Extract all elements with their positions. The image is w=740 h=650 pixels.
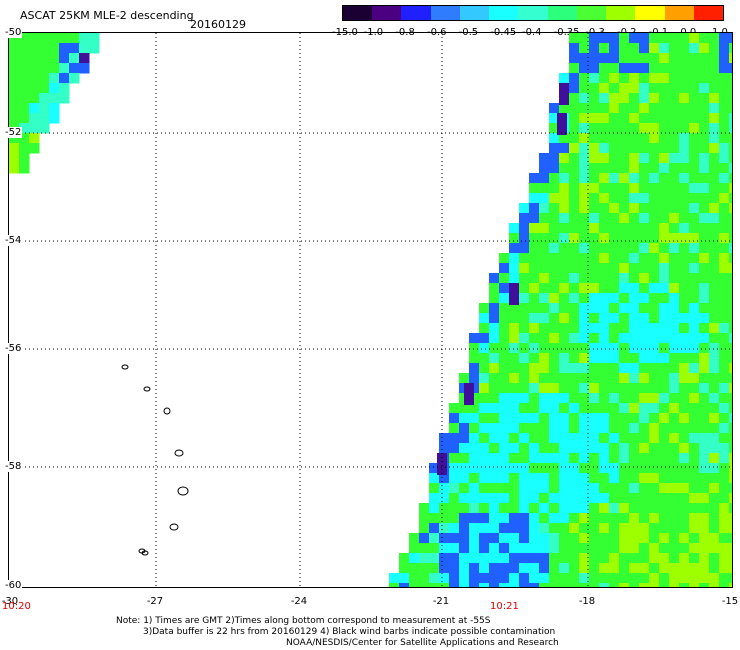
edge-contamination-cell <box>464 383 474 405</box>
island-outline <box>163 407 171 415</box>
edge-contamination-cell <box>557 113 567 135</box>
edge-contamination-cell <box>559 83 569 105</box>
map-panel <box>8 32 733 588</box>
product-title: ASCAT 25KM MLE-2 descending <box>20 9 194 22</box>
color-scale-segment <box>459 6 490 20</box>
island-outline <box>141 550 149 556</box>
lon-label-21: -21 <box>432 596 450 607</box>
color-scale-segment <box>430 6 461 20</box>
island-outline <box>121 364 129 370</box>
notes-block: Note: 1) Times are GMT 2)Times along bot… <box>116 616 559 649</box>
note-line-2: 3)Data buffer is 22 hrs from 20160129 4)… <box>143 627 556 637</box>
product-date: 20160129 <box>190 18 246 31</box>
color-scale-segment <box>401 6 432 20</box>
lat-label-52: -52 <box>4 127 23 138</box>
color-scale-segment <box>664 6 695 20</box>
lat-label-54: -54 <box>4 235 23 246</box>
time-label-start: 10:20 <box>2 601 31 612</box>
island-outline <box>143 386 151 392</box>
island-outline <box>174 449 184 457</box>
color-scale-segment <box>693 6 724 20</box>
color-scale-segment <box>372 6 402 20</box>
note-line-1: Note: 1) Times are GMT 2)Times along bot… <box>116 616 491 626</box>
lon-label-27: -27 <box>146 596 164 607</box>
lat-label-60: -60 <box>4 580 23 591</box>
island-outline <box>169 523 179 531</box>
color-scale-segment <box>547 6 578 20</box>
lon-label-15: -15 <box>721 596 739 607</box>
color-scale-segment <box>635 6 666 20</box>
color-scale-bar <box>342 5 724 21</box>
color-scale-segment <box>576 6 607 20</box>
island-outline <box>177 486 189 496</box>
time-label-mid: 10:21 <box>490 601 519 612</box>
color-scale-segment <box>518 6 549 20</box>
color-scale-segment <box>489 6 519 20</box>
color-scale-segment <box>606 6 636 20</box>
map-canvas <box>9 33 732 587</box>
edge-contamination-cell <box>437 453 447 475</box>
lat-label-58: -58 <box>4 461 23 472</box>
lon-label-24: -24 <box>290 596 308 607</box>
lat-label-50: -50 <box>4 27 23 38</box>
lon-label-18: -18 <box>578 596 596 607</box>
color-scale-segment <box>343 6 373 20</box>
note-line-3: NOAA/NESDIS/Center for Satellite Applica… <box>286 638 559 648</box>
lon-label-30: -30 <box>1 596 19 607</box>
lat-label-56: -56 <box>4 343 23 354</box>
edge-contamination-cell <box>509 283 519 305</box>
